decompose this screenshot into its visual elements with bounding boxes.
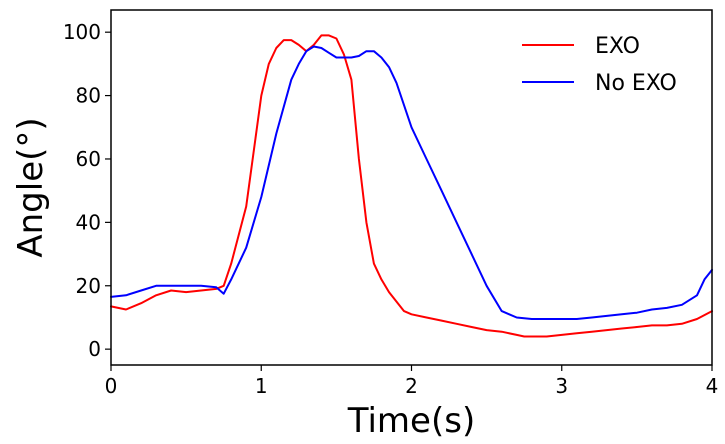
x-tick-label: 2: [405, 374, 418, 398]
x-axis: 0 1 2 3 4: [105, 365, 719, 398]
y-tick-label: 0: [88, 337, 101, 361]
x-tick-label: 0: [105, 374, 118, 398]
x-tick-label: 3: [555, 374, 568, 398]
x-tick-label: 4: [706, 374, 719, 398]
legend-label-no-exo: No EXO: [595, 71, 677, 96]
x-axis-title: Time(s): [347, 401, 475, 441]
y-axis-title: Angle(°): [11, 117, 51, 257]
y-tick-label: 60: [76, 147, 101, 171]
legend: EXO No EXO: [522, 34, 677, 96]
series-line-no-exo: [110, 45, 713, 320]
y-tick-label: 20: [76, 274, 101, 298]
y-tick-label: 100: [63, 20, 101, 44]
x-tick-label: 1: [255, 374, 268, 398]
plot-frame: [110, 9, 713, 366]
plot-lines: [110, 34, 713, 338]
legend-label-exo: EXO: [595, 34, 640, 59]
series-line-exo: [110, 34, 713, 338]
y-tick-label: 80: [76, 84, 101, 108]
y-axis: 0 20 40 60 80 100: [63, 20, 111, 361]
y-tick-label: 40: [76, 210, 101, 234]
